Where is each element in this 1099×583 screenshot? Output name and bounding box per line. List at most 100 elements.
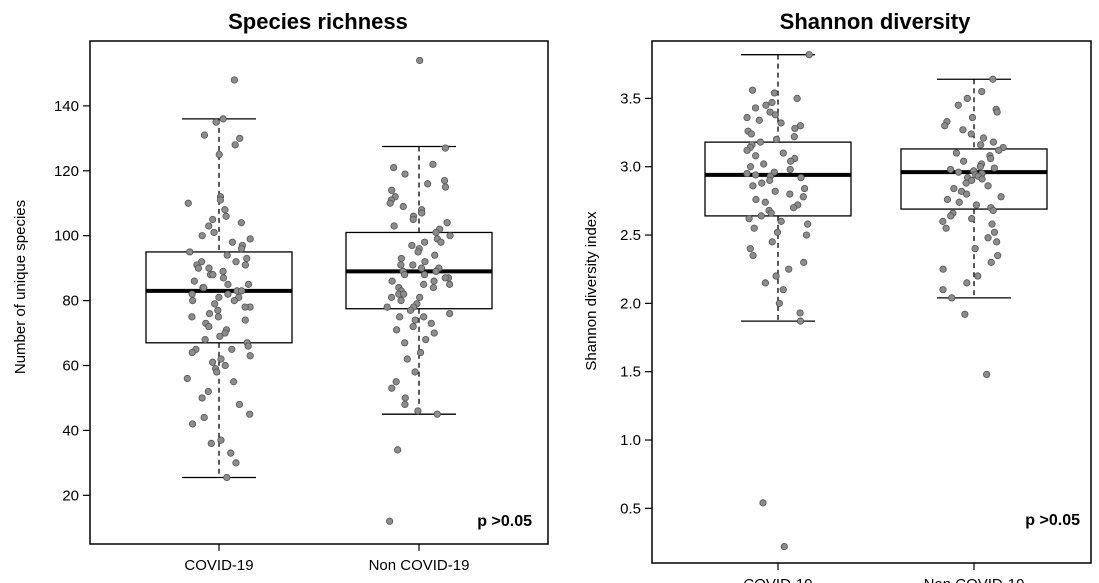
- species-richness-data-point: [411, 316, 419, 324]
- species-richness-data-point: [227, 449, 235, 457]
- shannon-diversity-y-tick-label: 1.5: [620, 364, 641, 381]
- shannon-diversity-data-point: [773, 228, 782, 236]
- species-richness-data-point: [400, 290, 408, 298]
- shannon-diversity-data-point: [989, 138, 998, 146]
- species-richness-data-point: [214, 313, 223, 321]
- species-richness-data-point: [237, 245, 246, 253]
- species-richness-data-point: [409, 261, 417, 269]
- species-richness-data-point: [246, 352, 254, 360]
- shannon-diversity-data-point: [786, 190, 794, 198]
- species-richness-data-point: [388, 277, 396, 285]
- shannon-diversity-data-point: [978, 87, 986, 96]
- species-richness-data-point: [212, 118, 220, 126]
- species-richness-data-point: [417, 264, 426, 272]
- shannon-diversity-data-point: [967, 130, 975, 138]
- species-richness-data-point: [440, 176, 449, 185]
- shannon-diversity-data-point: [787, 157, 795, 165]
- shannon-diversity-data-point: [955, 198, 963, 206]
- shannon-diversity-data-point: [974, 272, 982, 280]
- shannon-diversity-data-point: [990, 228, 999, 236]
- species-richness-data-point: [208, 358, 217, 366]
- shannon-diversity-y-tick-label: 0.5: [620, 500, 641, 517]
- species-richness-data-point: [205, 222, 213, 230]
- shannon-diversity-data-point: [762, 101, 770, 109]
- shannon-diversity-box: [704, 54, 852, 322]
- shannon-diversity-data-point: [752, 152, 760, 160]
- species-richness-box: [145, 118, 293, 479]
- species-richness-data-point: [387, 293, 396, 301]
- shannon-diversity-data-point: [961, 310, 969, 318]
- shannon-diversity-data-point: [960, 157, 968, 165]
- species-richness-data-point: [388, 186, 396, 194]
- species-richness-y-axis-label: Number of unique species: [12, 200, 29, 374]
- species-richness-data-point: [244, 280, 253, 288]
- species-richness-data-point: [420, 313, 428, 321]
- shannon-diversity-data-point: [990, 164, 998, 172]
- species-richness-data-point: [392, 378, 400, 386]
- species-richness-x-axis: COVID-19 Non COVID-19: [184, 544, 469, 574]
- shannon-diversity-data-point: [954, 101, 962, 109]
- shannon-diversity-data-point: [790, 133, 798, 141]
- species-richness-data-point: [217, 355, 225, 363]
- species-richness-data-point: [394, 446, 402, 454]
- species-richness-marks: [145, 56, 493, 525]
- species-richness-data-point: [414, 248, 422, 256]
- shannon-diversity-data-point: [796, 122, 805, 130]
- shannon-diversity-data-point: [977, 141, 985, 149]
- shannon-diversity-data-point: [979, 134, 988, 142]
- shannon-diversity-y-tick-label: 3.5: [620, 90, 641, 107]
- species-richness-data-point: [401, 170, 409, 178]
- species-richness-data-point: [215, 293, 223, 301]
- shannon-diversity-data-point: [947, 212, 955, 220]
- species-richness-data-point: [397, 297, 405, 305]
- species-richness-data-point: [429, 160, 437, 168]
- species-richness-data-point: [205, 264, 213, 272]
- species-richness-data-point: [246, 410, 254, 418]
- shannon-diversity-data-point: [766, 176, 774, 184]
- species-richness-data-point: [205, 322, 213, 331]
- shannon-diversity-data-point: [775, 299, 784, 307]
- species-richness-data-point: [211, 300, 219, 308]
- species-richness-data-point: [198, 232, 206, 240]
- shannon-diversity-data-point: [793, 94, 801, 102]
- shannon-diversity-y-tick-label: 1.0: [620, 432, 641, 449]
- species-richness-data-point: [216, 196, 224, 204]
- shannon-diversity-data-point: [994, 251, 1002, 260]
- species-richness-data-point: [188, 290, 196, 298]
- species-richness-data-point: [401, 400, 409, 409]
- species-richness-data-point: [228, 238, 237, 246]
- shannon-diversity-data-point: [993, 238, 1001, 246]
- shannon-diversity-data-point: [768, 238, 776, 246]
- shannon-diversity-data-point: [746, 163, 755, 171]
- shannon-diversity-data-point: [987, 154, 995, 163]
- shannon-diversity-data-point: [743, 169, 751, 178]
- species-richness-data-point: [421, 258, 429, 266]
- species-richness-x-tick-label: COVID-19: [184, 557, 253, 574]
- shannon-diversity-data-point: [997, 193, 1005, 201]
- shannon-diversity-data-point: [743, 113, 751, 122]
- shannon-diversity-y-tick-label: 2.5: [620, 227, 641, 244]
- shannon-diversity-data-point: [779, 286, 787, 294]
- species-richness-data-point: [446, 232, 454, 240]
- shannon-diversity-data-point: [789, 204, 798, 212]
- shannon-diversity-x-tick-label: COVID-19: [743, 576, 812, 583]
- species-richness-data-point: [200, 131, 209, 139]
- species-richness-data-point: [388, 384, 396, 392]
- shannon-diversity-y-axis-label: Shannon diversity index: [583, 211, 600, 371]
- species-richness-data-point: [416, 293, 424, 301]
- species-richness-data-point: [235, 400, 244, 409]
- shannon-diversity-data-point: [777, 119, 785, 127]
- shannon-diversity-data-point: [771, 111, 779, 119]
- shannon-diversity-data-point: [939, 265, 947, 273]
- shannon-diversity-data-point: [976, 163, 984, 171]
- species-richness-data-point: [241, 303, 249, 311]
- species-richness-data-point: [396, 313, 404, 321]
- shannon-diversity-data-point: [760, 160, 768, 168]
- species-richness-data-point: [397, 261, 405, 269]
- species-richness-data-point: [188, 420, 197, 428]
- shannon-diversity-data-point: [954, 168, 963, 176]
- shannon-diversity-data-point: [984, 182, 992, 190]
- shannon-diversity-panel: Shannon diversity Shannon diversity inde…: [583, 9, 1092, 583]
- species-richness-p-value: p >0.05: [477, 513, 532, 530]
- species-richness-data-point: [437, 238, 445, 246]
